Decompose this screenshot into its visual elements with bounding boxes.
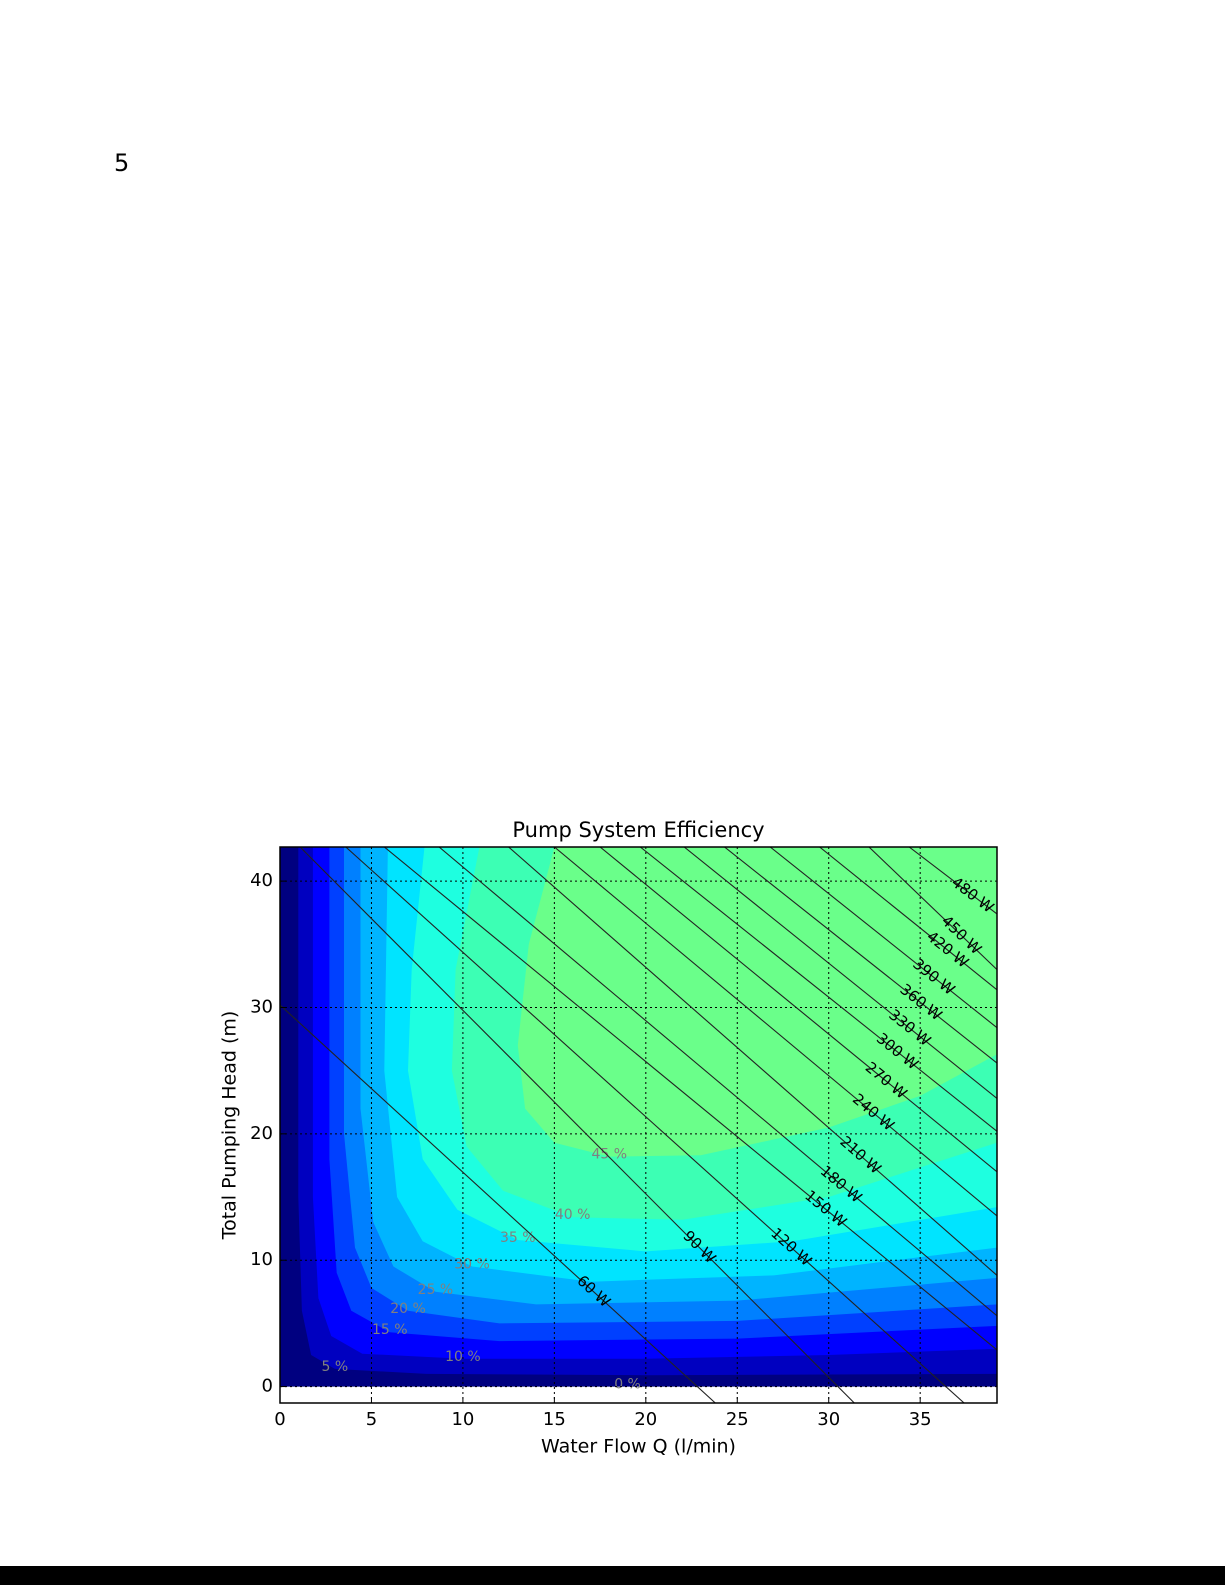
axes: 0 5 10 15 20 25 30 35 0 10 20 30 40 Pump System Effic…: [219, 818, 998, 1458]
x-tick-label: 25: [726, 1409, 749, 1430]
y-tick-label: 40: [250, 870, 273, 891]
power-line: [683, 847, 997, 1099]
power-line: [345, 847, 965, 1403]
efficiency-label: 15 %: [372, 1322, 408, 1338]
y-tick-label: 0: [262, 1376, 273, 1397]
efficiency-label: 0 %: [614, 1377, 641, 1393]
y-tick-label: 20: [250, 1123, 273, 1144]
x-tick-label: 5: [366, 1409, 377, 1430]
efficiency-label: 25 %: [418, 1282, 454, 1298]
efficiency-label: 45 %: [591, 1147, 627, 1163]
x-tick-label: 35: [909, 1409, 932, 1430]
power-line: [438, 847, 997, 1317]
power-line: [383, 847, 997, 1351]
efficiency-label: 35 %: [500, 1230, 536, 1246]
x-tick-label: 15: [543, 1409, 566, 1430]
efficiency-label: 20 %: [390, 1301, 426, 1317]
y-axis-title: Total Pumping Head (m): [219, 1011, 241, 1241]
efficiency-label: 10 %: [445, 1349, 481, 1365]
power-line: [299, 847, 855, 1403]
power-line: [868, 847, 997, 970]
power-line: [724, 847, 997, 1064]
power-line: [819, 847, 997, 991]
plot-area: 0 %5 %10 %15 %20 %25 %30 %35 %40 %45 %60…: [280, 847, 997, 1403]
y-tick-label: 10: [250, 1249, 273, 1270]
efficiency-band: [517, 847, 997, 1157]
power-line: [769, 847, 997, 1029]
x-tick-label: 30: [817, 1409, 840, 1430]
page-number: 5: [114, 149, 129, 177]
power-line: [554, 847, 997, 1217]
chart-title: Pump System Efficiency: [512, 818, 764, 842]
power-line: [508, 847, 997, 1276]
efficiency-label: 30 %: [454, 1257, 490, 1273]
power-line: [280, 1004, 716, 1403]
y-tick-label: 30: [250, 996, 273, 1017]
efficiency-label: 40 %: [555, 1207, 591, 1223]
plot-frame: [279, 846, 998, 1404]
x-tick-label: 0: [274, 1409, 285, 1430]
efficiency-label: 5 %: [322, 1359, 349, 1375]
x-tick-label: 10: [451, 1409, 474, 1430]
power-line: [599, 847, 997, 1173]
power-line: [908, 847, 997, 915]
x-tick-label: 20: [634, 1409, 657, 1430]
power-line: [639, 847, 997, 1132]
x-axis-title: Water Flow Q (l/min): [541, 1436, 736, 1458]
page-edge: [0, 1566, 1225, 1585]
